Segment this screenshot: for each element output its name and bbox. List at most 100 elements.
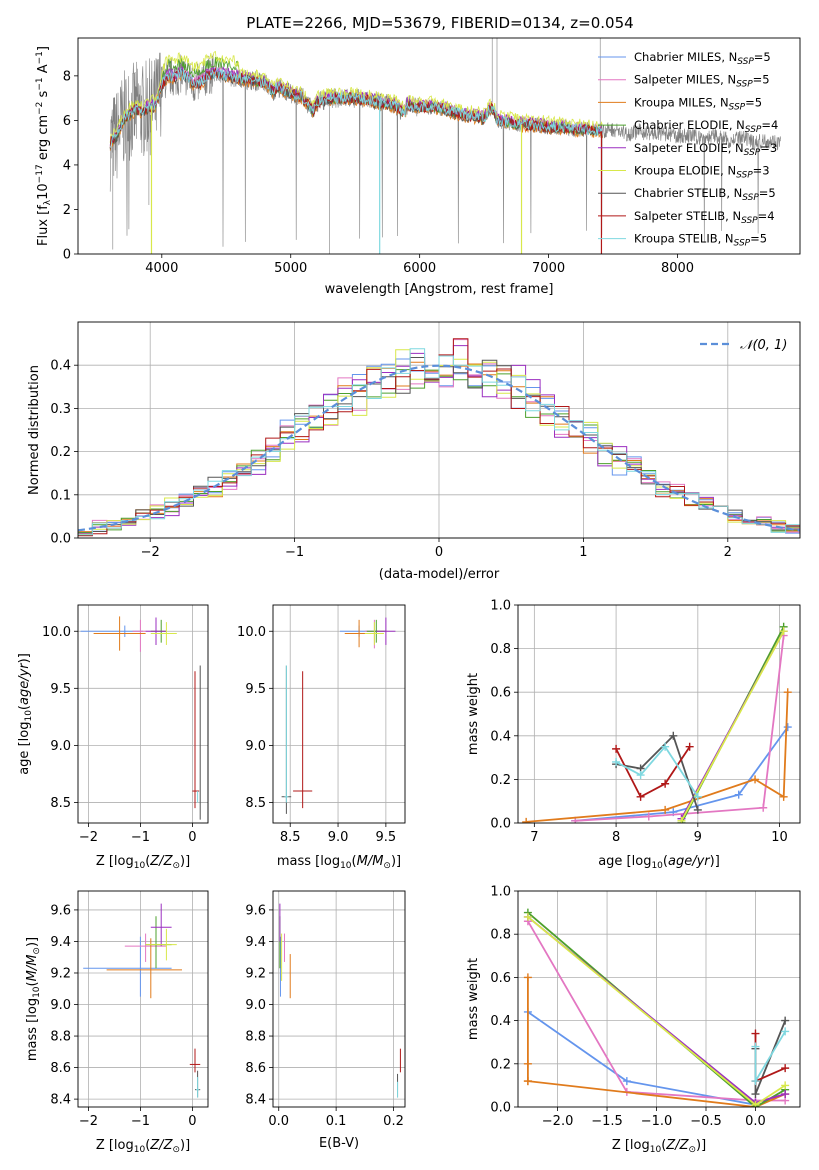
x-axis-label: wavelength [Angstrom, rest frame]	[325, 282, 554, 297]
weight-marker	[523, 1077, 532, 1086]
legend-label: Kroupa ELODIE, NSSP=3	[634, 164, 770, 181]
y-tick-label: 9.2	[50, 966, 71, 981]
x-tick-label: 4000	[145, 261, 178, 276]
panel-age_vs_mass: 8.5 9.0 9.5 8.5 9.0 9.5 10.0 mass [log10(M/M⊙)]	[237, 604, 406, 871]
y-tick-label: 1.0	[490, 885, 511, 900]
y-tick-label: 0	[63, 248, 71, 263]
plot-area	[281, 617, 396, 814]
weight-line	[575, 726, 789, 822]
x-axis-label: Z [log10(Z/Z⊙)]	[96, 1138, 190, 1155]
y-tick-label: 8.4	[245, 1093, 266, 1108]
weight-marker	[759, 803, 768, 812]
model-spectrum-line	[109, 68, 603, 150]
x-tick-label: −0.5	[690, 1114, 722, 1129]
weight-marker	[669, 731, 678, 740]
x-tick-label: 0.0	[268, 1114, 289, 1129]
x-axis-label: mass [log10(M/M⊙)]	[277, 854, 401, 871]
y-tick-label: 0.2	[490, 773, 511, 788]
x-tick-label: 0	[188, 1114, 196, 1129]
weight-marker	[677, 816, 686, 823]
y-tick-label: 9.5	[50, 682, 71, 697]
weight-marker	[523, 1059, 532, 1068]
y-tick-label: 9.5	[245, 682, 266, 697]
axes-frame	[77, 37, 801, 255]
legend-label: Salpeter ELODIE, NSSP=3	[634, 141, 777, 158]
y-tick-label: 0.0	[490, 817, 511, 832]
weight-marker	[781, 1027, 790, 1036]
weight-line	[527, 911, 786, 1107]
legend-label: Chabrier STELIB, NSSP=5	[634, 186, 776, 203]
y-tick-label: 0.8	[490, 928, 511, 943]
x-tick-label: 8000	[661, 261, 694, 276]
weight-marker	[781, 1064, 790, 1073]
x-tick-label: 2	[724, 545, 732, 560]
x-axis-label: age [log10(age/yr)]	[598, 854, 720, 871]
x-axis-label: Z [log10(Z/Z⊙)]	[96, 854, 190, 871]
x-axis-label: E(B-V)	[319, 1136, 359, 1151]
x-tick-label: −2.0	[542, 1114, 574, 1129]
y-tick-label: 8.6	[50, 1061, 71, 1076]
legend-label: Chabrier ELODIE, NSSP=4	[634, 118, 778, 135]
spectrum-legend: Chabrier MILES, NSSP=5 Salpeter MILES, NS…	[598, 50, 778, 249]
x-tick-label: 0.1	[326, 1114, 347, 1129]
y-axis-label: age [log10(age/yr)]	[17, 653, 34, 775]
x-tick-label: −1	[131, 1114, 150, 1129]
x-tick-label: 0.0	[745, 1114, 766, 1129]
x-tick-label: 9.5	[376, 830, 397, 845]
x-tick-label: 0	[435, 545, 443, 560]
y-tick-label: 8.8	[50, 1030, 71, 1045]
weight-marker	[661, 805, 670, 814]
plot-area	[279, 903, 401, 1098]
y-tick-label: 9.0	[245, 739, 266, 754]
x-axis-label: (data-model)/error	[379, 567, 500, 582]
y-tick-label: 9.6	[245, 903, 266, 918]
x-tick-label: −1	[131, 830, 150, 845]
y-tick-label: 9.4	[245, 935, 266, 950]
weight-marker	[751, 775, 760, 784]
axes-frame	[77, 890, 209, 1108]
axes-frame	[272, 604, 406, 824]
x-tick-label: 7	[530, 830, 538, 845]
weight-marker	[661, 779, 670, 788]
plot-area	[522, 622, 792, 823]
y-tick-label: 0.2	[490, 1057, 511, 1072]
weight-marker	[661, 742, 670, 751]
model-spectrum-line	[109, 66, 603, 148]
weight-marker	[636, 771, 645, 780]
x-tick-label: −1.5	[591, 1114, 623, 1129]
y-axis-label: mass [log10(M/M⊙)]	[25, 937, 42, 1061]
weight-marker	[779, 792, 788, 801]
normal-curve	[78, 364, 800, 532]
panel-spectrum: 4000 5000 6000 7000 8000 0 2 4 6 8 Chabrier MILES,…	[35, 37, 801, 297]
weight-marker	[751, 1029, 760, 1038]
x-tick-label: 7000	[532, 261, 565, 276]
axes-frame	[272, 890, 406, 1108]
x-tick-label: 10	[771, 830, 788, 845]
legend-label: Chabrier MILES, NSSP=5	[634, 50, 771, 67]
svg-text:age [log10(age/yr)]: age [log10(age/yr)]	[17, 653, 34, 775]
x-tick-label: 8.5	[280, 830, 301, 845]
model-spectrum-line	[109, 68, 603, 149]
residual-histogram	[78, 348, 800, 536]
x-tick-label: −1	[285, 545, 304, 560]
weight-line	[680, 630, 785, 822]
weight-line	[615, 734, 699, 811]
legend-label: Kroupa STELIB, NSSP=5	[634, 232, 767, 249]
model-spectrum-line	[109, 71, 603, 151]
legend-label: 𝒩(0, 1)	[740, 338, 787, 353]
x-tick-label: 9.0	[328, 830, 349, 845]
plot-area	[109, 38, 781, 254]
weight-marker	[612, 757, 621, 766]
plot-area	[83, 903, 201, 1098]
weight-marker	[783, 723, 792, 732]
y-tick-label: 9.6	[50, 903, 71, 918]
y-tick-label: 0.0	[490, 1101, 511, 1116]
y-tick-label: 4	[63, 158, 71, 173]
weight-line	[527, 1011, 757, 1106]
y-tick-label: 10.0	[42, 625, 71, 640]
figure-title: PLATE=2266, MJD=53679, FIBERID=0134, z=0…	[246, 14, 633, 32]
axes-frame	[77, 604, 209, 824]
y-tick-label: 9.0	[50, 998, 71, 1013]
y-tick-label: 6	[63, 114, 71, 129]
